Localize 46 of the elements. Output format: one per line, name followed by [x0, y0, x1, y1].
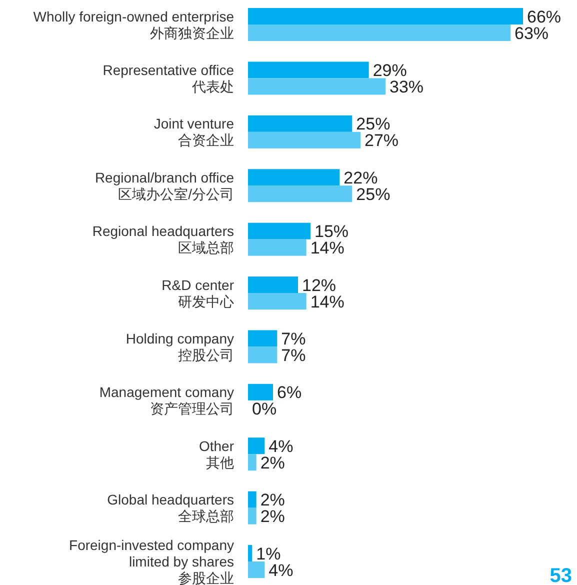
category-label: 全球总部	[178, 508, 234, 524]
data-label: 22%	[344, 168, 378, 188]
data-label: 25%	[356, 114, 390, 134]
category-label: Management comany	[99, 384, 234, 400]
category-label: 其他	[206, 454, 234, 470]
data-label: 2%	[260, 490, 285, 510]
data-label: 1%	[256, 544, 281, 564]
category-label: Representative office	[102, 62, 234, 78]
category-label: 区域总部	[178, 240, 234, 256]
category-label: 合资企业	[178, 132, 234, 148]
category-label: 参股企业	[178, 570, 234, 585]
category-label: Global headquarters	[107, 492, 234, 508]
data-label: 0%	[252, 400, 277, 419]
data-label: 4%	[268, 436, 294, 456]
data-label: 7%	[281, 329, 306, 348]
category-label: Wholly foreign-owned enterprise	[33, 8, 234, 24]
data-label: 7%	[281, 346, 306, 365]
category-label: limited by shares	[128, 554, 234, 570]
data-label: 25%	[356, 184, 390, 204]
data-label: 2%	[260, 507, 285, 526]
data-label: 4%	[268, 560, 294, 580]
data-label: 14%	[310, 238, 344, 258]
category-label: Other	[198, 438, 234, 454]
data-label: 63%	[514, 24, 549, 43]
data-label: 29%	[372, 60, 407, 80]
data-label: 15%	[314, 222, 349, 242]
annotation: 53	[550, 565, 572, 585]
category-label: R&D center	[162, 276, 234, 293]
data-label: 27%	[364, 131, 399, 150]
data-label: 6%	[277, 383, 302, 402]
category-label: Foreign-invested company	[69, 537, 234, 553]
data-label: 14%	[310, 292, 344, 312]
category-label: Regional headquarters	[92, 223, 234, 240]
category-label: Regional/branch office	[94, 169, 234, 186]
category-label: 区域办公室/分公司	[118, 186, 234, 202]
data-label: 12%	[302, 276, 336, 295]
data-label: 33%	[390, 77, 424, 96]
category-label: 外商独资企业	[150, 24, 234, 41]
category-label: Holding company	[126, 330, 234, 346]
data-label: 66%	[527, 7, 562, 26]
category-label: 控股公司	[178, 346, 234, 363]
category-label: 资产管理公司	[150, 400, 234, 417]
category-label: 代表处	[192, 78, 234, 94]
data-label: 2%	[260, 453, 285, 472]
category-label: Joint venture	[154, 116, 234, 132]
category-label: 研发中心	[178, 293, 234, 310]
